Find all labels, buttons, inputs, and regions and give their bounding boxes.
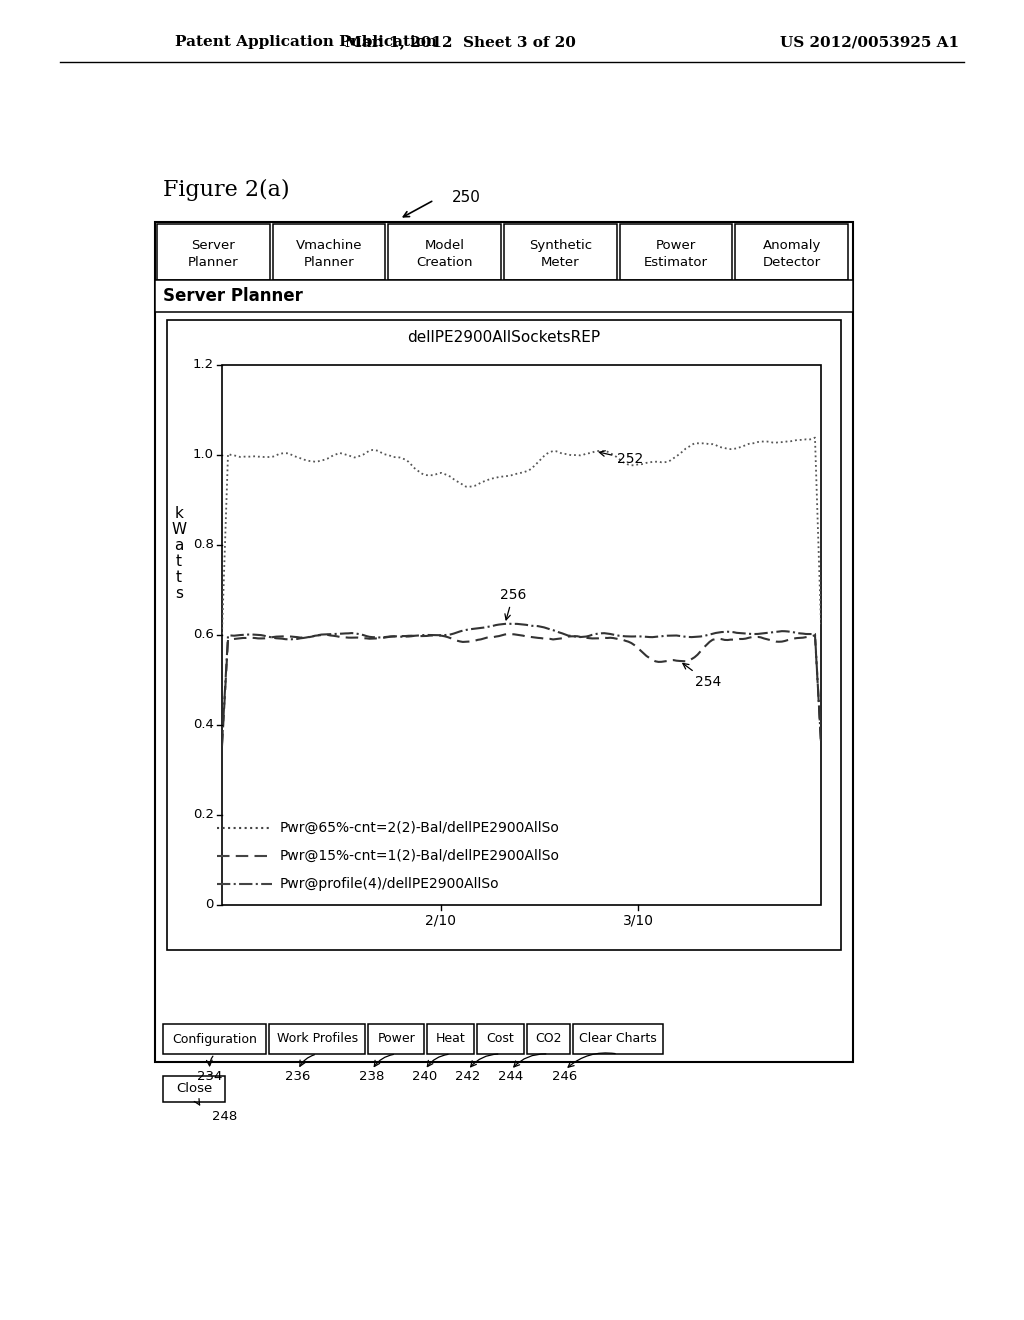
- Text: US 2012/0053925 A1: US 2012/0053925 A1: [780, 36, 959, 49]
- Text: 250: 250: [453, 190, 481, 206]
- Bar: [222, 366, 821, 906]
- Text: 252: 252: [599, 450, 643, 466]
- Text: k: k: [174, 507, 183, 521]
- Text: Patent Application Publication: Patent Application Publication: [175, 36, 437, 49]
- Text: 254: 254: [683, 664, 721, 689]
- Text: Server: Server: [191, 239, 236, 252]
- Text: 244: 244: [499, 1069, 523, 1082]
- Text: 242: 242: [456, 1069, 480, 1082]
- Text: 0.2: 0.2: [193, 808, 214, 821]
- Text: CO2: CO2: [536, 1032, 562, 1045]
- Bar: [527, 1024, 570, 1053]
- Text: Pwr@15%-cnt=1(2)-Bal/dellPE2900AllSo: Pwr@15%-cnt=1(2)-Bal/dellPE2900AllSo: [280, 849, 560, 863]
- Text: Figure 2(a): Figure 2(a): [163, 180, 290, 201]
- Bar: [155, 222, 853, 1063]
- Bar: [573, 1024, 663, 1053]
- Text: 0: 0: [206, 899, 214, 912]
- Text: Meter: Meter: [541, 256, 580, 268]
- Bar: [222, 366, 821, 906]
- Text: 236: 236: [286, 1069, 310, 1082]
- Text: t: t: [176, 554, 182, 569]
- Text: 246: 246: [552, 1069, 578, 1082]
- Bar: [368, 1024, 425, 1053]
- Text: Pwr@profile(4)/dellPE2900AllSo: Pwr@profile(4)/dellPE2900AllSo: [280, 876, 500, 891]
- Text: 240: 240: [413, 1069, 437, 1082]
- Text: 1.0: 1.0: [193, 449, 214, 462]
- Text: Power: Power: [656, 239, 696, 252]
- Text: Configuration: Configuration: [172, 1032, 257, 1045]
- Text: Heat: Heat: [436, 1032, 466, 1045]
- Text: Clear Charts: Clear Charts: [580, 1032, 656, 1045]
- Text: 3/10: 3/10: [623, 913, 653, 928]
- Text: Creation: Creation: [417, 256, 473, 268]
- Bar: [157, 224, 269, 280]
- Text: Cost: Cost: [486, 1032, 514, 1045]
- Text: 248: 248: [212, 1110, 238, 1122]
- Text: 0.4: 0.4: [194, 718, 214, 731]
- Text: Detector: Detector: [763, 256, 820, 268]
- Text: Server Planner: Server Planner: [163, 286, 303, 305]
- Text: 0.8: 0.8: [194, 539, 214, 552]
- Text: Mar. 1, 2012  Sheet 3 of 20: Mar. 1, 2012 Sheet 3 of 20: [344, 36, 575, 49]
- Text: s: s: [175, 586, 183, 602]
- Text: 2/10: 2/10: [425, 913, 456, 928]
- Text: 238: 238: [359, 1069, 385, 1082]
- Bar: [167, 319, 841, 950]
- Bar: [163, 1024, 266, 1053]
- Bar: [427, 1024, 474, 1053]
- Text: Work Profiles: Work Profiles: [276, 1032, 357, 1045]
- Bar: [269, 1024, 365, 1053]
- Text: 0.6: 0.6: [194, 628, 214, 642]
- Text: W: W: [171, 523, 186, 537]
- Bar: [504, 224, 616, 280]
- Text: Estimator: Estimator: [644, 256, 708, 268]
- Text: t: t: [176, 570, 182, 586]
- Bar: [163, 1076, 225, 1102]
- Text: a: a: [174, 539, 183, 553]
- Bar: [155, 280, 853, 312]
- Text: Pwr@65%-cnt=2(2)-Bal/dellPE2900AllSo: Pwr@65%-cnt=2(2)-Bal/dellPE2900AllSo: [280, 821, 560, 836]
- Text: dellPE2900AllSocketsREP: dellPE2900AllSocketsREP: [408, 330, 600, 346]
- Bar: [477, 1024, 524, 1053]
- Text: Power: Power: [377, 1032, 415, 1045]
- Bar: [388, 224, 501, 280]
- Text: Vmachine: Vmachine: [296, 239, 362, 252]
- Text: Close: Close: [176, 1082, 212, 1096]
- Bar: [620, 224, 732, 280]
- Text: Synthetic: Synthetic: [528, 239, 592, 252]
- Bar: [272, 224, 385, 280]
- Text: 234: 234: [198, 1069, 222, 1082]
- Text: Model: Model: [425, 239, 465, 252]
- Text: Planner: Planner: [304, 256, 354, 268]
- Text: Anomaly: Anomaly: [763, 239, 821, 252]
- Text: Planner: Planner: [188, 256, 239, 268]
- Text: 256: 256: [500, 587, 526, 620]
- Bar: [735, 224, 848, 280]
- Text: 1.2: 1.2: [193, 359, 214, 371]
